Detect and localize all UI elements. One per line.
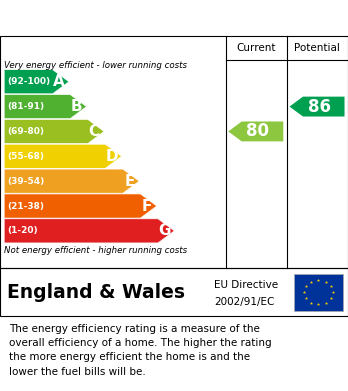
Text: (81-91): (81-91) (7, 102, 44, 111)
Text: F: F (142, 199, 152, 213)
Text: Energy Efficiency Rating: Energy Efficiency Rating (9, 9, 238, 27)
Text: 86: 86 (308, 98, 331, 116)
Text: A: A (53, 74, 65, 89)
Text: Very energy efficient - lower running costs: Very energy efficient - lower running co… (4, 61, 187, 70)
Polygon shape (4, 169, 139, 193)
Text: Potential: Potential (294, 43, 340, 53)
Polygon shape (4, 119, 104, 143)
Text: England & Wales: England & Wales (7, 283, 185, 301)
Polygon shape (228, 122, 283, 142)
Text: (55-68): (55-68) (7, 152, 44, 161)
Text: C: C (89, 124, 100, 139)
Text: B: B (71, 99, 82, 114)
Polygon shape (4, 219, 174, 243)
Polygon shape (4, 95, 87, 118)
Polygon shape (290, 97, 345, 117)
Text: G: G (158, 223, 171, 239)
Text: EU Directive: EU Directive (214, 280, 278, 290)
Polygon shape (4, 194, 157, 218)
Text: 80: 80 (246, 122, 269, 140)
Text: Current: Current (236, 43, 276, 53)
Polygon shape (4, 70, 69, 94)
Text: (69-80): (69-80) (7, 127, 44, 136)
Text: E: E (124, 174, 135, 188)
Text: (92-100): (92-100) (7, 77, 50, 86)
Text: (21-38): (21-38) (7, 201, 44, 210)
Bar (294, 274, 343, 311)
Text: The energy efficiency rating is a measure of the
overall efficiency of a home. T: The energy efficiency rating is a measur… (9, 323, 271, 377)
Text: Not energy efficient - higher running costs: Not energy efficient - higher running co… (4, 246, 187, 255)
Polygon shape (4, 144, 122, 169)
Text: (1-20): (1-20) (7, 226, 38, 235)
Text: D: D (105, 149, 118, 164)
Text: (39-54): (39-54) (7, 177, 44, 186)
Text: 2002/91/EC: 2002/91/EC (214, 297, 274, 307)
